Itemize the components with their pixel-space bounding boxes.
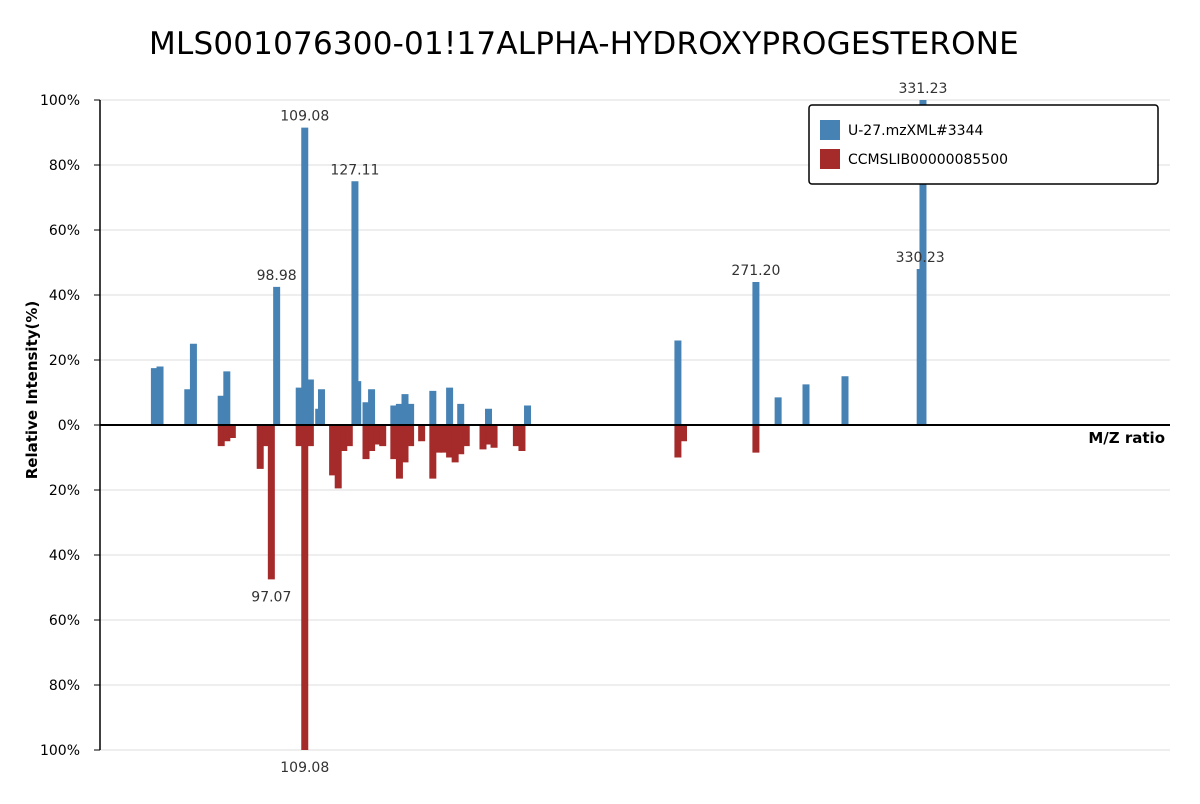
library-peak-bar — [752, 425, 759, 453]
legend-label-library: CCMSLIB00000085500 — [848, 152, 1008, 168]
y-tick-label: 20% — [49, 483, 80, 499]
query-peak-label: 271.20 — [731, 263, 780, 279]
library-peak-bar — [229, 425, 236, 438]
legend-swatch-library — [820, 149, 840, 169]
query-peak-bar — [354, 381, 361, 425]
query-peak-bar — [318, 389, 325, 425]
query-peak-bar — [223, 371, 230, 425]
query-peak-label: 109.08 — [280, 109, 329, 125]
y-tick-label: 60% — [49, 613, 80, 629]
query-peak-label: 98.98 — [257, 268, 297, 284]
library-peak-bar — [463, 425, 470, 446]
query-peak-label: 330.23 — [896, 250, 945, 266]
y-tick-label: 20% — [49, 353, 80, 369]
query-peak-bar — [524, 406, 531, 426]
y-tick-label: 80% — [49, 678, 80, 694]
legend-swatch-query — [820, 120, 840, 140]
chart-title: MLS001076300-01!17ALPHA-HYDROXYPROGESTER… — [0, 26, 1168, 62]
y-axis-label: Relative Intensity(%) — [23, 301, 41, 480]
query-peak-label: 127.11 — [330, 162, 379, 178]
y-tick-label: 80% — [49, 158, 80, 174]
query-peak-bar — [457, 404, 464, 425]
library-peak-bar — [491, 425, 498, 448]
y-tick-label: 100% — [40, 743, 80, 759]
legend-box — [809, 105, 1158, 184]
x-axis-label: M/Z ratio — [1088, 429, 1165, 447]
query-peak-bar — [803, 384, 810, 425]
query-peak-bar — [307, 380, 314, 426]
library-peak-bar — [268, 425, 275, 579]
query-peak-bar — [429, 391, 436, 425]
library-peak-label: 97.07 — [251, 589, 291, 605]
axes: M/Z ratio Relative Intensity(%) — [23, 100, 1170, 750]
y-tick-label: 100% — [40, 93, 80, 109]
query-peak-bar — [368, 389, 375, 425]
query-peak-bar — [485, 409, 492, 425]
y-tick-label: 60% — [49, 223, 80, 239]
query-peak-bar — [273, 287, 280, 425]
query-peak-bar — [157, 367, 164, 426]
library-peak-bar — [680, 425, 687, 441]
query-peak-bar — [674, 341, 681, 426]
library-peak-label: 109.08 — [280, 760, 329, 776]
query-peak-bar — [407, 404, 414, 425]
y-tick-label: 40% — [49, 548, 80, 564]
library-peak-bar — [518, 425, 525, 451]
y-tick-label: 40% — [49, 288, 80, 304]
library-peak-bar — [379, 425, 386, 446]
query-peak-bar — [841, 376, 848, 425]
library-peak-bar — [301, 425, 308, 750]
query-peak-bar — [446, 388, 453, 425]
query-peak-bar — [752, 282, 759, 425]
query-peak-bar — [190, 344, 197, 425]
y-ticks: 100% 80% 60% 40% 20% 0% 20% 40% 60% 80% 100% — [40, 93, 100, 759]
library-peak-bar — [418, 425, 425, 441]
query-peak-label: 331.23 — [898, 81, 947, 97]
y-tick-label: 0% — [58, 418, 80, 434]
library-peak-bar — [307, 425, 314, 446]
legend-label-query: U-27.mzXML#3344 — [848, 123, 983, 139]
legend: U-27.mzXML#3344 CCMSLIB00000085500 — [809, 105, 1158, 184]
query-peak-bar — [775, 397, 782, 425]
library-peak-bar — [346, 425, 353, 446]
library-peak-bar — [407, 425, 414, 446]
